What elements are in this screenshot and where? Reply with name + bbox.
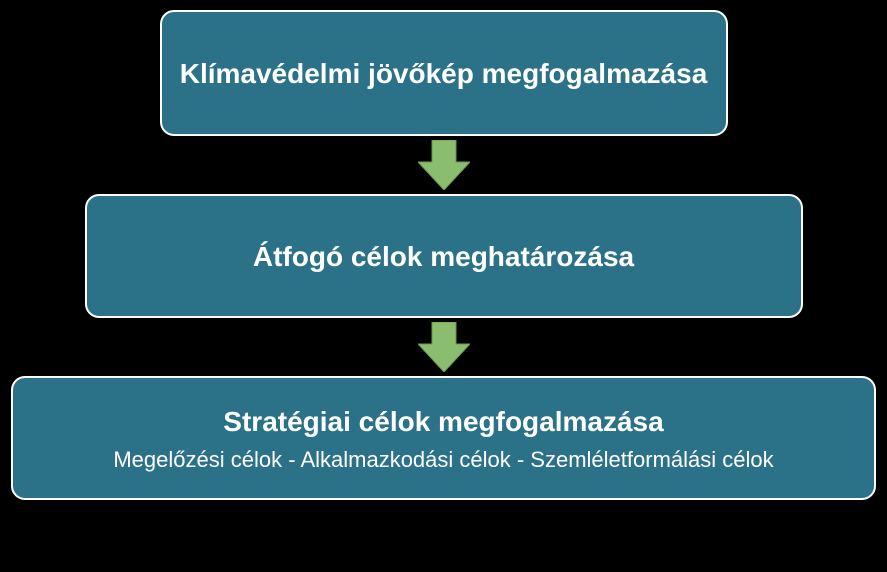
flow-step-3-subtitle: Megelőzési célok - Alkalmazkodási célok … xyxy=(113,447,773,473)
arrow-down-icon xyxy=(418,140,470,190)
flow-step-3: Stratégiai célok megfogalmazása Megelőzé… xyxy=(11,376,876,500)
flow-step-1: Klímavédelmi jövőkép megfogalmazása xyxy=(160,10,728,136)
flow-step-2: Átfogó célok meghatározása xyxy=(85,194,803,318)
flow-step-2-title: Átfogó célok meghatározása xyxy=(253,239,634,274)
flow-step-3-title: Stratégiai célok megfogalmazása xyxy=(223,404,663,439)
arrow-down-icon xyxy=(418,322,470,372)
flow-step-1-title: Klímavédelmi jövőkép megfogalmazása xyxy=(180,56,708,91)
